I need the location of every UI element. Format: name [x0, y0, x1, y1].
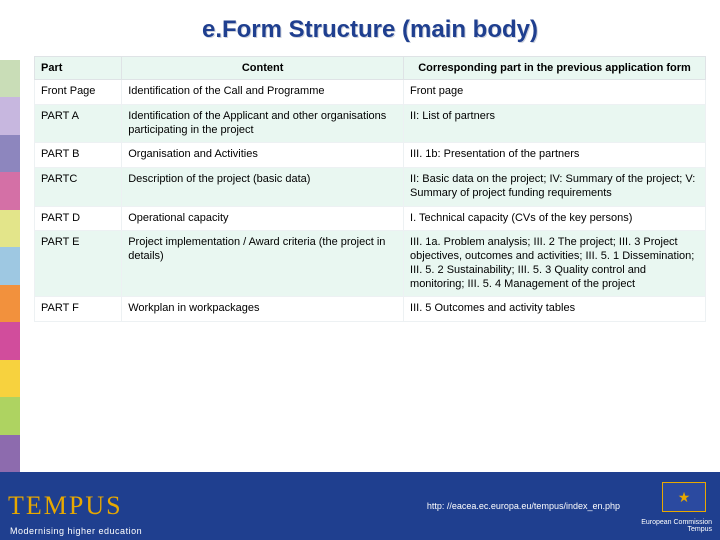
cell-part: PART D [35, 206, 122, 231]
cell-corresponding: II: Basic data on the project; IV: Summa… [404, 168, 706, 207]
table-row: PART AIdentification of the Applicant an… [35, 104, 706, 143]
ec-label-line1: European Commission [641, 519, 712, 527]
table-row: Front PageIdentification of the Call and… [35, 80, 706, 105]
color-strip-segment [0, 285, 20, 322]
cell-corresponding: III. 5 Outcomes and activity tables [404, 297, 706, 322]
cell-corresponding: III. 1b: Presentation of the partners [404, 143, 706, 168]
cell-part: PART E [35, 231, 122, 297]
table-row: PART BOrganisation and ActivitiesIII. 1b… [35, 143, 706, 168]
table-row: PART FWorkplan in workpackagesIII. 5 Out… [35, 297, 706, 322]
cell-part: PART B [35, 143, 122, 168]
color-strip-segment [0, 60, 20, 97]
col-header-part: Part [35, 57, 122, 80]
cell-content: Workplan in workpackages [122, 297, 404, 322]
tempus-logo: TEMPUS [8, 491, 123, 521]
cell-content: Project implementation / Award criteria … [122, 231, 404, 297]
cell-content: Identification of the Call and Programme [122, 80, 404, 105]
eu-flag-icon: ★ [662, 482, 706, 512]
color-strip-segment [0, 247, 20, 284]
cell-part: Front Page [35, 80, 122, 105]
color-strip-segment [0, 210, 20, 247]
color-strip-segment [0, 397, 20, 434]
col-header-corresponding: Corresponding part in the previous appli… [404, 57, 706, 80]
slide-title: e.Form Structure (main body) [34, 16, 706, 44]
color-strip-segment [0, 360, 20, 397]
color-strip-segment [0, 435, 20, 472]
ec-label-line2: Tempus [641, 526, 712, 534]
color-strip-segment [0, 322, 20, 359]
cell-corresponding: III. 1a. Problem analysis; III. 2 The pr… [404, 231, 706, 297]
table-row: PARTCDescription of the project (basic d… [35, 168, 706, 207]
ec-label: European Commission Tempus [641, 519, 712, 534]
left-color-strip [0, 60, 20, 472]
table-header-row: Part Content Corresponding part in the p… [35, 57, 706, 80]
cell-part: PARTC [35, 168, 122, 207]
table-row: PART EProject implementation / Award cri… [35, 231, 706, 297]
cell-content: Operational capacity [122, 206, 404, 231]
cell-part: PART A [35, 104, 122, 143]
table-row: PART DOperational capacityI. Technical c… [35, 206, 706, 231]
cell-corresponding: I. Technical capacity (CVs of the key pe… [404, 206, 706, 231]
color-strip-segment [0, 172, 20, 209]
footer-tagline: Modernising higher education [10, 526, 142, 536]
footer-url: http: //eacea.ec.europa.eu/tempus/index_… [427, 501, 620, 511]
slide-body: e.Form Structure (main body) Part Conten… [20, 0, 720, 472]
cell-corresponding: Front page [404, 80, 706, 105]
cell-part: PART F [35, 297, 122, 322]
table-body: Front PageIdentification of the Call and… [35, 80, 706, 322]
color-strip-segment [0, 135, 20, 172]
cell-corresponding: II: List of partners [404, 104, 706, 143]
cell-content: Organisation and Activities [122, 143, 404, 168]
cell-content: Description of the project (basic data) [122, 168, 404, 207]
color-strip-segment [0, 97, 20, 134]
cell-content: Identification of the Applicant and othe… [122, 104, 404, 143]
structure-table: Part Content Corresponding part in the p… [34, 56, 706, 322]
footer-bar: TEMPUS Modernising higher education http… [0, 472, 720, 540]
col-header-content: Content [122, 57, 404, 80]
